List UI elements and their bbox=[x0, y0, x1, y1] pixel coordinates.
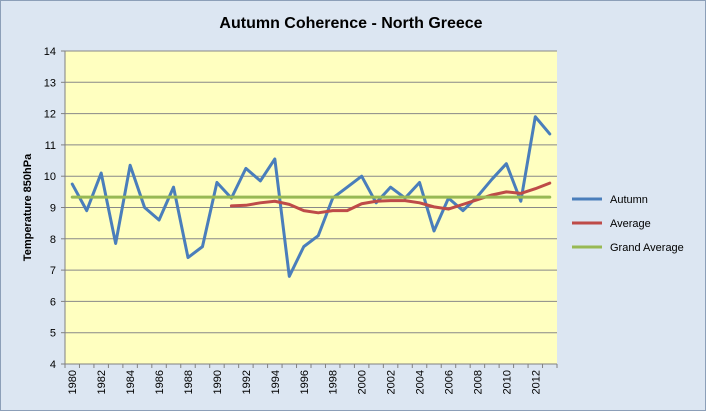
x-tick-label-1988: 1988 bbox=[183, 370, 195, 394]
x-tick-label-1982: 1982 bbox=[96, 370, 108, 394]
y-tick-labels: 4 5 6 7 8 9 10 11 12 13 14 bbox=[44, 46, 56, 371]
x-tick-label-2008: 2008 bbox=[472, 370, 484, 394]
x-tick-label-1996: 1996 bbox=[299, 370, 311, 394]
legend: Autumn Average Grand Average bbox=[572, 194, 684, 254]
axes bbox=[64, 51, 558, 368]
x-tick-label-2004: 2004 bbox=[415, 370, 427, 394]
y-tick-label-5: 5 bbox=[50, 328, 56, 340]
chart-title: Autumn Coherence - North Greece bbox=[219, 15, 482, 32]
y-tick-label-11: 11 bbox=[45, 140, 56, 152]
x-tick-labels: 1980 1982 1984 1986 1988 1990 1992 1994 1996 1998… bbox=[67, 370, 542, 394]
x-tick-label-1992: 1992 bbox=[241, 370, 253, 394]
legend-label-average: Average bbox=[610, 218, 651, 230]
grid-lines bbox=[61, 50, 557, 365]
x-tick-label-1986: 1986 bbox=[154, 370, 166, 394]
x-tick-label-2012: 2012 bbox=[530, 370, 542, 394]
series-lines bbox=[70, 115, 552, 278]
y-tick-label-8: 8 bbox=[50, 234, 56, 246]
x-tick-label-1990: 1990 bbox=[212, 370, 224, 394]
x-tick-label-2002: 2002 bbox=[386, 370, 398, 394]
y-axis-label: Temperature 850hPa bbox=[22, 153, 34, 261]
y-tick-label-14: 14 bbox=[44, 46, 56, 58]
x-tick-label-2006: 2006 bbox=[443, 370, 455, 394]
y-tick-label-10: 10 bbox=[44, 171, 56, 183]
y-tick-label-12: 12 bbox=[44, 109, 56, 121]
y-tick-label-9: 9 bbox=[50, 203, 56, 215]
x-tick-label-1984: 1984 bbox=[125, 370, 137, 394]
y-tick-label-13: 13 bbox=[44, 77, 56, 89]
y-tick-label-7: 7 bbox=[50, 265, 56, 277]
legend-label-grand-average: Grand Average bbox=[610, 242, 684, 254]
x-tick-label-1994: 1994 bbox=[270, 370, 282, 394]
series-line-average bbox=[229, 181, 552, 215]
x-tick-label-1998: 1998 bbox=[328, 370, 340, 394]
x-tick-label-2000: 2000 bbox=[357, 370, 369, 394]
y-tick-label-6: 6 bbox=[50, 296, 56, 308]
x-tick-label-2010: 2010 bbox=[501, 370, 513, 394]
x-tick-label-1980: 1980 bbox=[67, 370, 79, 394]
legend-label-autumn: Autumn bbox=[610, 194, 648, 206]
y-tick-label-4: 4 bbox=[50, 359, 56, 371]
